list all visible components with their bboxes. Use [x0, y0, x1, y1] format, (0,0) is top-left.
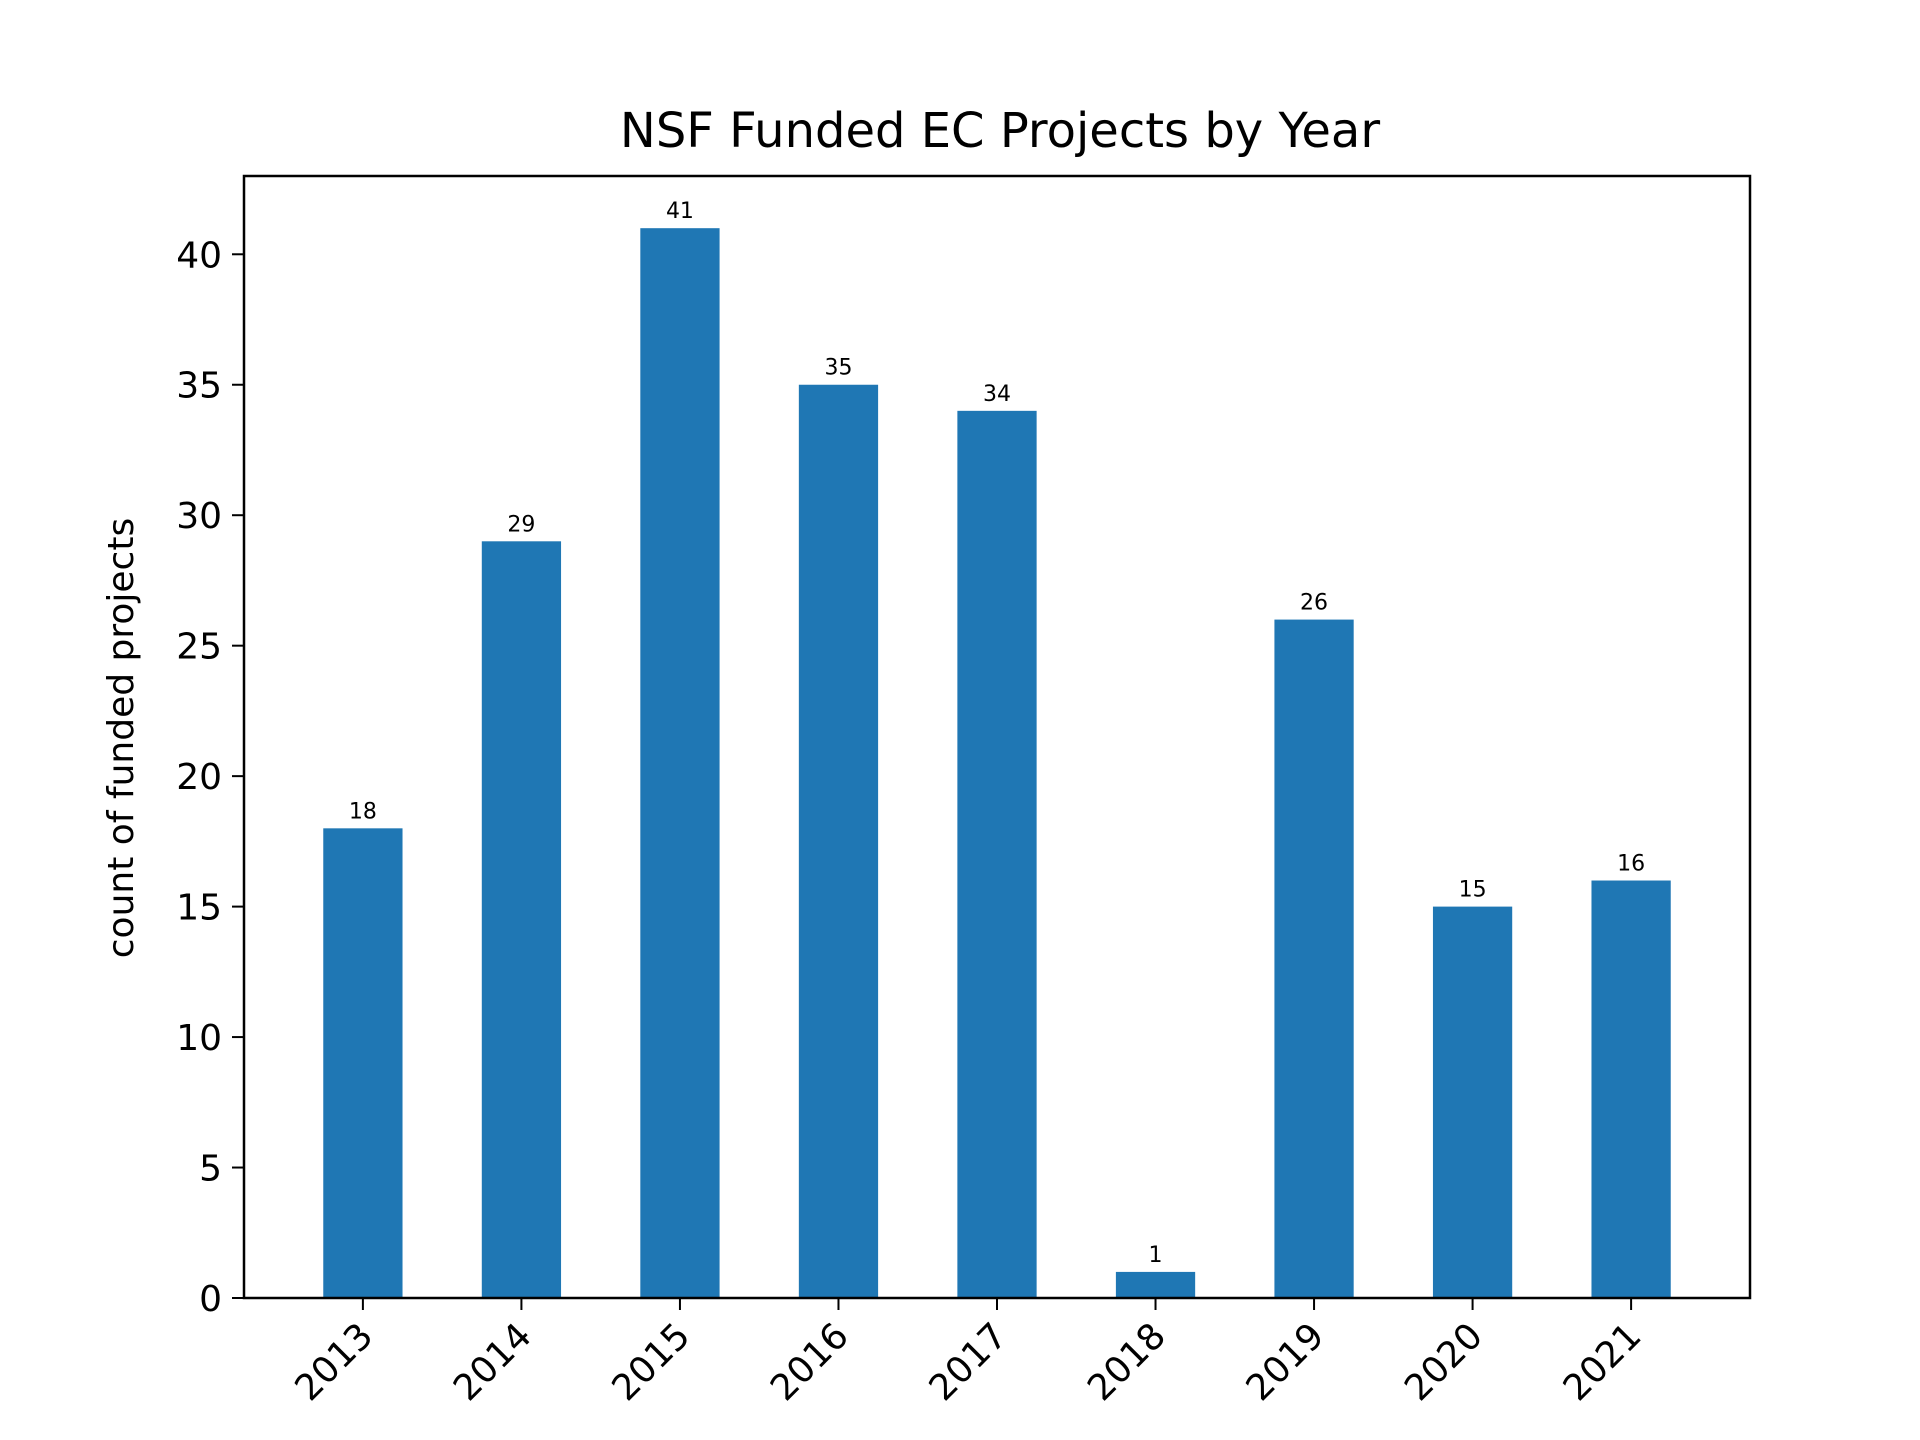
bar-2017: [957, 410, 1037, 1298]
bar-2016: [798, 384, 879, 1299]
y-axis: 0 5 10 15 20 25 30 35 40: [176, 235, 244, 1320]
data-label-2016: 35: [824, 356, 852, 381]
data-label-2018: 1: [1149, 1243, 1163, 1268]
y-tick-label-25: 25: [176, 627, 222, 668]
bars-group: [323, 228, 1671, 1299]
bar-2018: [1115, 1271, 1196, 1298]
data-label-2015: 41: [666, 199, 694, 224]
chart-title: NSF Funded EC Projects by Year: [620, 103, 1380, 159]
y-axis-label: count of funded projects: [101, 518, 142, 958]
y-tick-label-15: 15: [176, 888, 222, 929]
data-label-2021: 16: [1617, 852, 1645, 877]
bar-2021: [1591, 880, 1671, 1298]
bar-2013: [323, 828, 403, 1298]
data-label-2020: 15: [1459, 878, 1487, 903]
y-tick-label-35: 35: [176, 366, 222, 407]
y-tick-label-20: 20: [176, 757, 222, 798]
bar-2015: [640, 228, 720, 1299]
y-tick-label-30: 30: [176, 496, 222, 537]
bar-2019: [1274, 619, 1354, 1298]
plot-frame: [242, 174, 1752, 1300]
data-label-2013: 18: [349, 799, 377, 824]
bar-2014: [481, 541, 562, 1298]
data-label-2017: 34: [983, 382, 1011, 407]
y-tick-label-40: 40: [176, 235, 222, 276]
data-label-2014: 29: [507, 512, 535, 537]
y-tick-label-0: 0: [199, 1279, 222, 1320]
y-tick-label-5: 5: [199, 1149, 222, 1190]
data-label-2019: 26: [1300, 591, 1328, 616]
data-labels-group: 18 29 41 35 34 1 26 15 16: [349, 199, 1645, 1268]
y-tick-label-10: 10: [176, 1018, 222, 1059]
bar-2020: [1432, 906, 1513, 1298]
